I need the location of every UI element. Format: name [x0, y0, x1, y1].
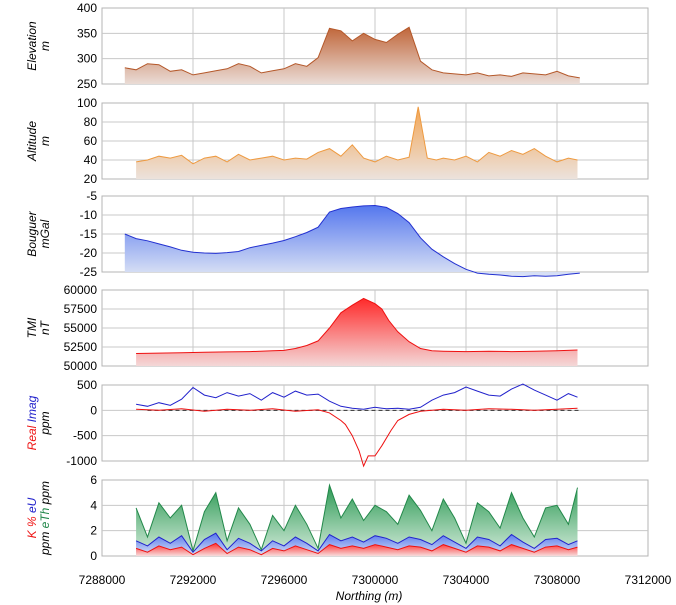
elevation-ylabel: Elevation m — [25, 21, 52, 71]
elevation-ytick-label: 400 — [77, 1, 97, 15]
svg-text:Bouguer: Bouguer — [25, 210, 39, 256]
elevation-ylabel-part: m — [38, 41, 52, 51]
bouguer-ytick-label: -25 — [80, 265, 98, 279]
panel-altitude: 20 40 60 80 100 Altitude m — [25, 96, 649, 186]
altitude-ytick-label: 100 — [77, 96, 97, 110]
elevation-ytick-label: 350 — [77, 26, 97, 40]
svg-text:Elevation: Elevation — [25, 21, 39, 71]
altitude-ytick-label: 60 — [84, 134, 98, 148]
panel-bouguer: -25 -20 -15 -10 -5 Bouguer mGal — [25, 189, 649, 279]
elevation-ylabel-part: Elevation — [25, 21, 39, 71]
tmi-ylabel-part: nT — [38, 319, 52, 335]
em-ytick-label: 500 — [77, 378, 97, 392]
elevation-ytick-label: 250 — [77, 77, 97, 91]
radiometrics-ylabel-part: ppm — [38, 481, 52, 505]
radiometrics-area-eth — [136, 485, 578, 556]
radiometrics-ytick-label: 2 — [90, 524, 97, 538]
svg-text:Real Imag: Real Imag — [25, 395, 39, 450]
bouguer-ylabel: Bouguer mGal — [25, 210, 52, 256]
bouguer-ylabel-part: Bouguer — [25, 210, 39, 256]
altitude-ylabel-part: m — [38, 136, 52, 146]
tmi-ylabel: TMI nT — [25, 317, 52, 338]
radiometrics-ytick-label: 4 — [90, 498, 97, 512]
em-ylabel-part: Real — [25, 422, 39, 450]
bouguer-ytick-label: -10 — [80, 208, 98, 222]
x-tick-label: 7296000 — [261, 573, 308, 587]
em-ylabel-part: Imag — [25, 395, 39, 422]
svg-text:m: m — [38, 136, 52, 146]
x-tick-label: 7288000 — [79, 573, 126, 587]
panel-tmi: 50000 52500 55000 57500 60000 TMI nT — [25, 283, 649, 373]
svg-text:ppm eTh ppm: ppm eTh ppm — [38, 481, 52, 556]
x-axis-title: Northing (m) — [336, 589, 403, 603]
altitude-ytick-label: 80 — [84, 115, 98, 129]
radiometrics-ylabel-part: K — [25, 527, 39, 538]
tmi-ytick-label: 52500 — [64, 340, 98, 354]
radiometrics-ylabel-part: % — [25, 513, 39, 527]
elevation-area-series — [124, 27, 580, 84]
elevation-ytick-label: 300 — [77, 52, 97, 66]
bouguer-ylabel-part: mGal — [38, 219, 52, 248]
bouguer-ytick-label: -15 — [80, 227, 98, 241]
svg-text:m: m — [38, 41, 52, 51]
tmi-ytick-label: 55000 — [64, 321, 98, 335]
tmi-area-series — [136, 298, 578, 366]
radiometrics-ylabel-part: ppm — [38, 528, 52, 556]
radiometrics-ytick-label: 0 — [90, 549, 97, 563]
svg-text:TMI: TMI — [25, 317, 39, 338]
svg-text:nT: nT — [38, 319, 52, 335]
altitude-area-series — [136, 106, 578, 179]
x-tick-label: 7312000 — [625, 573, 672, 587]
altitude-ytick-label: 40 — [84, 153, 98, 167]
altitude-ytick-label: 20 — [84, 172, 98, 186]
radiometrics-ylabel-part: eTh — [38, 504, 52, 528]
em-ylabel-part: ppm — [38, 411, 52, 435]
bouguer-area-series — [124, 205, 580, 277]
radiometrics-area-k — [136, 543, 578, 556]
svg-text:mGal: mGal — [38, 219, 52, 248]
radiometrics-ytick-label: 6 — [90, 473, 97, 487]
x-tick-label: 7292000 — [170, 573, 217, 587]
altitude-line-series — [136, 106, 578, 165]
x-tick-label: 7304000 — [443, 573, 490, 587]
svg-text:K % eU: K % eU — [25, 497, 39, 538]
radiometrics-ylabel-part: eU — [25, 497, 39, 513]
svg-text:Altitude: Altitude — [25, 121, 39, 162]
panel-elevation: 250 300 350 400 Elevation m — [25, 1, 649, 91]
em-line-real — [136, 407, 578, 468]
x-tick-label: 7308000 — [534, 573, 581, 587]
radiometrics-line-k — [135, 542, 578, 556]
elevation-line-series — [124, 26, 580, 79]
tmi-ytick-label: 57500 — [64, 302, 98, 316]
svg-text:ppm: ppm — [38, 411, 52, 435]
x-tick-label: 7300000 — [352, 573, 399, 587]
tmi-ylabel-part: TMI — [25, 317, 39, 338]
altitude-ylabel: Altitude m — [25, 121, 52, 162]
tmi-line-series — [136, 297, 578, 354]
radiometrics-line-eu — [135, 532, 578, 554]
bouguer-ytick-label: -20 — [80, 246, 98, 260]
bouguer-ytick-label: -5 — [86, 189, 97, 203]
em-line-imag — [136, 383, 578, 410]
bouguer-line-series — [124, 204, 580, 278]
radiometrics-line-eth — [135, 483, 578, 553]
tmi-ytick-label: 60000 — [64, 283, 98, 297]
em-ytick-label: -1000 — [66, 454, 97, 468]
tmi-ytick-label: 50000 — [64, 359, 98, 373]
em-ytick-label: 0 — [90, 403, 97, 417]
em-ytick-label: -500 — [73, 429, 97, 443]
altitude-ylabel-part: Altitude — [25, 121, 39, 162]
